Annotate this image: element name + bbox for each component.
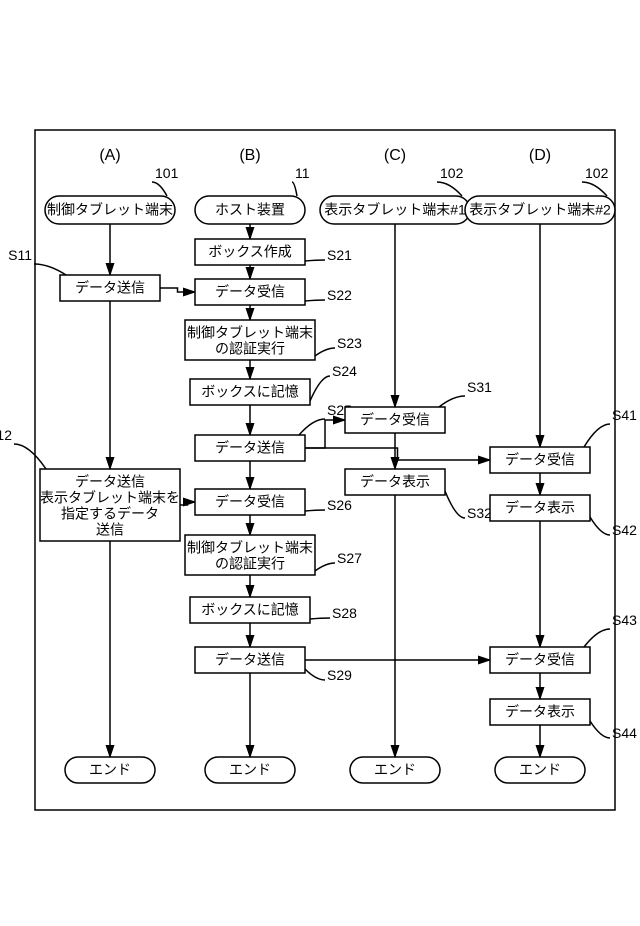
svg-text:エンド: エンド	[229, 762, 271, 778]
svg-text:(D): (D)	[529, 147, 551, 164]
svg-text:データ受信: データ受信	[505, 652, 575, 668]
svg-text:(A): (A)	[99, 147, 120, 164]
svg-text:S43: S43	[612, 612, 637, 628]
svg-text:S28: S28	[332, 605, 357, 621]
svg-text:ボックスに記憶: ボックスに記憶	[201, 384, 299, 400]
svg-text:102: 102	[440, 165, 464, 181]
svg-text:S41: S41	[612, 407, 637, 423]
svg-text:データ表示: データ表示	[360, 474, 430, 490]
svg-text:11: 11	[295, 165, 310, 181]
svg-text:S22: S22	[327, 287, 352, 303]
svg-text:表示タブレット端末#2: 表示タブレット端末#2	[469, 202, 611, 218]
flowchart-canvas: (A)101(B)11(C)102(D)102制御タブレット端末データ送信S11…	[0, 0, 640, 926]
svg-text:データ受信: データ受信	[215, 284, 285, 300]
svg-text:データ送信: データ送信	[215, 652, 285, 668]
svg-text:データ表示: データ表示	[505, 500, 575, 516]
svg-text:(B): (B)	[239, 147, 260, 164]
svg-text:(C): (C)	[384, 147, 406, 164]
svg-text:データ表示: データ表示	[505, 704, 575, 720]
svg-text:データ受信: データ受信	[215, 494, 285, 510]
svg-text:S27: S27	[337, 550, 362, 566]
svg-text:S12: S12	[0, 427, 12, 443]
svg-text:データ送信: データ送信	[75, 280, 145, 296]
svg-text:表示タブレット端末#1: 表示タブレット端末#1	[324, 202, 466, 218]
svg-text:の認証実行: の認証実行	[215, 341, 285, 357]
svg-text:制御タブレット端末: 制御タブレット端末	[47, 202, 173, 218]
svg-text:S32: S32	[467, 505, 492, 521]
svg-text:ボックスに記憶: ボックスに記憶	[201, 602, 299, 618]
svg-text:指定するデータ: 指定するデータ	[61, 506, 159, 522]
svg-text:制御タブレット端末: 制御タブレット端末	[187, 325, 313, 341]
svg-text:データ受信: データ受信	[505, 452, 575, 468]
svg-text:データ送信: データ送信	[215, 440, 285, 456]
svg-text:S42: S42	[612, 522, 637, 538]
svg-text:S44: S44	[612, 725, 637, 741]
svg-text:102: 102	[585, 165, 609, 181]
svg-text:S24: S24	[332, 363, 357, 379]
svg-text:ボックス作成: ボックス作成	[208, 244, 292, 260]
svg-text:S26: S26	[327, 497, 352, 513]
svg-text:エンド: エンド	[374, 762, 416, 778]
svg-text:制御タブレット端末: 制御タブレット端末	[187, 540, 313, 556]
svg-text:データ送信: データ送信	[75, 474, 145, 490]
svg-text:データ受信: データ受信	[360, 412, 430, 428]
svg-text:S21: S21	[327, 247, 352, 263]
svg-text:表示タブレット端末を: 表示タブレット端末を	[40, 490, 180, 506]
svg-text:エンド: エンド	[89, 762, 131, 778]
svg-text:ホスト装置: ホスト装置	[215, 202, 285, 218]
svg-text:S29: S29	[327, 667, 352, 683]
svg-text:送信: 送信	[96, 522, 124, 538]
svg-text:101: 101	[155, 165, 179, 181]
svg-text:S23: S23	[337, 335, 362, 351]
svg-text:S31: S31	[467, 379, 492, 395]
svg-text:S11: S11	[8, 247, 32, 263]
svg-text:の認証実行: の認証実行	[215, 556, 285, 572]
svg-text:エンド: エンド	[519, 762, 561, 778]
